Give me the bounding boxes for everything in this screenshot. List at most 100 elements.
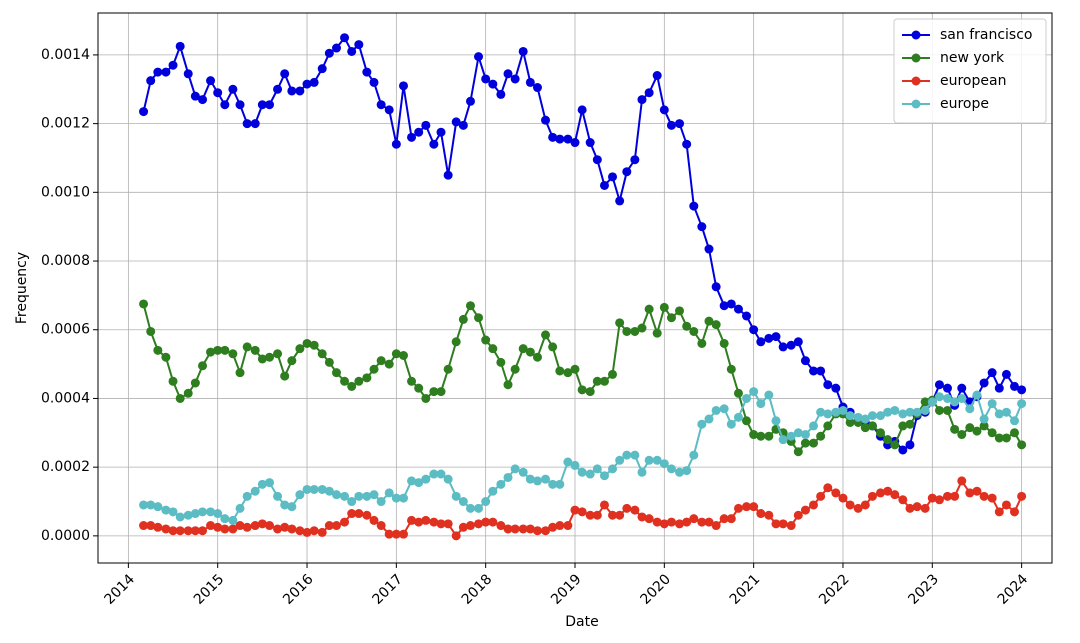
point xyxy=(309,484,319,494)
point xyxy=(831,383,841,393)
point xyxy=(898,409,908,419)
point xyxy=(161,67,171,77)
point xyxy=(190,91,200,101)
point xyxy=(905,407,915,417)
point xyxy=(213,522,223,532)
point xyxy=(719,301,729,311)
point xyxy=(816,366,826,376)
point xyxy=(503,380,513,390)
point xyxy=(666,517,676,527)
point xyxy=(139,500,149,510)
point xyxy=(942,405,952,415)
x-tick-label: 2019 xyxy=(548,571,585,608)
point xyxy=(719,338,729,348)
y-tick-label: 0.0010 xyxy=(41,184,90,200)
point xyxy=(622,450,632,460)
point xyxy=(733,503,743,513)
point xyxy=(867,491,877,501)
point xyxy=(704,414,714,424)
point xyxy=(719,514,729,524)
point xyxy=(161,524,171,534)
point xyxy=(823,380,833,390)
point xyxy=(800,356,810,366)
point xyxy=(235,521,245,531)
point xyxy=(548,132,558,142)
point xyxy=(875,411,885,421)
point xyxy=(280,522,290,532)
point xyxy=(630,505,640,515)
point xyxy=(585,469,595,479)
point xyxy=(347,46,357,56)
point xyxy=(265,100,275,110)
point xyxy=(548,522,558,532)
point xyxy=(213,88,223,98)
point xyxy=(950,491,960,501)
point xyxy=(555,134,565,144)
point xyxy=(778,342,788,352)
point xyxy=(295,344,305,354)
point xyxy=(250,119,260,129)
point xyxy=(689,450,699,460)
point xyxy=(950,397,960,407)
point xyxy=(630,155,640,165)
point xyxy=(778,519,788,529)
point xyxy=(376,521,386,531)
point xyxy=(853,503,863,513)
point xyxy=(398,81,408,91)
point xyxy=(756,509,766,519)
point xyxy=(451,337,461,347)
point xyxy=(436,519,446,529)
point xyxy=(749,502,759,512)
point xyxy=(220,100,230,110)
point xyxy=(875,488,885,498)
point xyxy=(570,505,580,515)
point xyxy=(273,524,283,534)
point xyxy=(465,521,475,531)
point xyxy=(295,490,305,500)
point xyxy=(942,383,952,393)
point xyxy=(570,138,580,148)
point xyxy=(927,397,937,407)
point xyxy=(369,77,379,87)
x-tick-label: 2022 xyxy=(816,571,853,608)
point xyxy=(436,127,446,137)
point xyxy=(443,519,453,529)
point xyxy=(183,526,193,536)
point xyxy=(384,359,394,369)
point xyxy=(666,464,676,474)
point xyxy=(742,311,752,321)
point xyxy=(771,519,781,529)
point xyxy=(548,342,558,352)
point xyxy=(563,134,573,144)
point xyxy=(957,476,967,486)
point xyxy=(615,196,625,206)
point xyxy=(429,387,439,397)
point xyxy=(465,301,475,311)
point xyxy=(845,500,855,510)
point xyxy=(845,411,855,421)
point xyxy=(362,491,372,501)
point xyxy=(384,105,394,115)
point xyxy=(957,393,967,403)
point xyxy=(577,507,587,517)
point xyxy=(563,368,573,378)
point xyxy=(563,457,573,467)
point xyxy=(414,478,424,488)
point xyxy=(235,503,245,513)
y-tick-label: 0.0008 xyxy=(41,253,90,269)
point xyxy=(994,433,1004,443)
point xyxy=(421,120,431,130)
point xyxy=(615,455,625,465)
point xyxy=(711,320,721,330)
point xyxy=(1001,407,1011,417)
point xyxy=(972,486,982,496)
point xyxy=(510,464,520,474)
point xyxy=(831,488,841,498)
point xyxy=(443,364,453,374)
point xyxy=(532,526,542,536)
point xyxy=(443,170,453,180)
point xyxy=(421,515,431,525)
point xyxy=(622,167,632,177)
point xyxy=(541,526,551,536)
point xyxy=(340,491,350,501)
